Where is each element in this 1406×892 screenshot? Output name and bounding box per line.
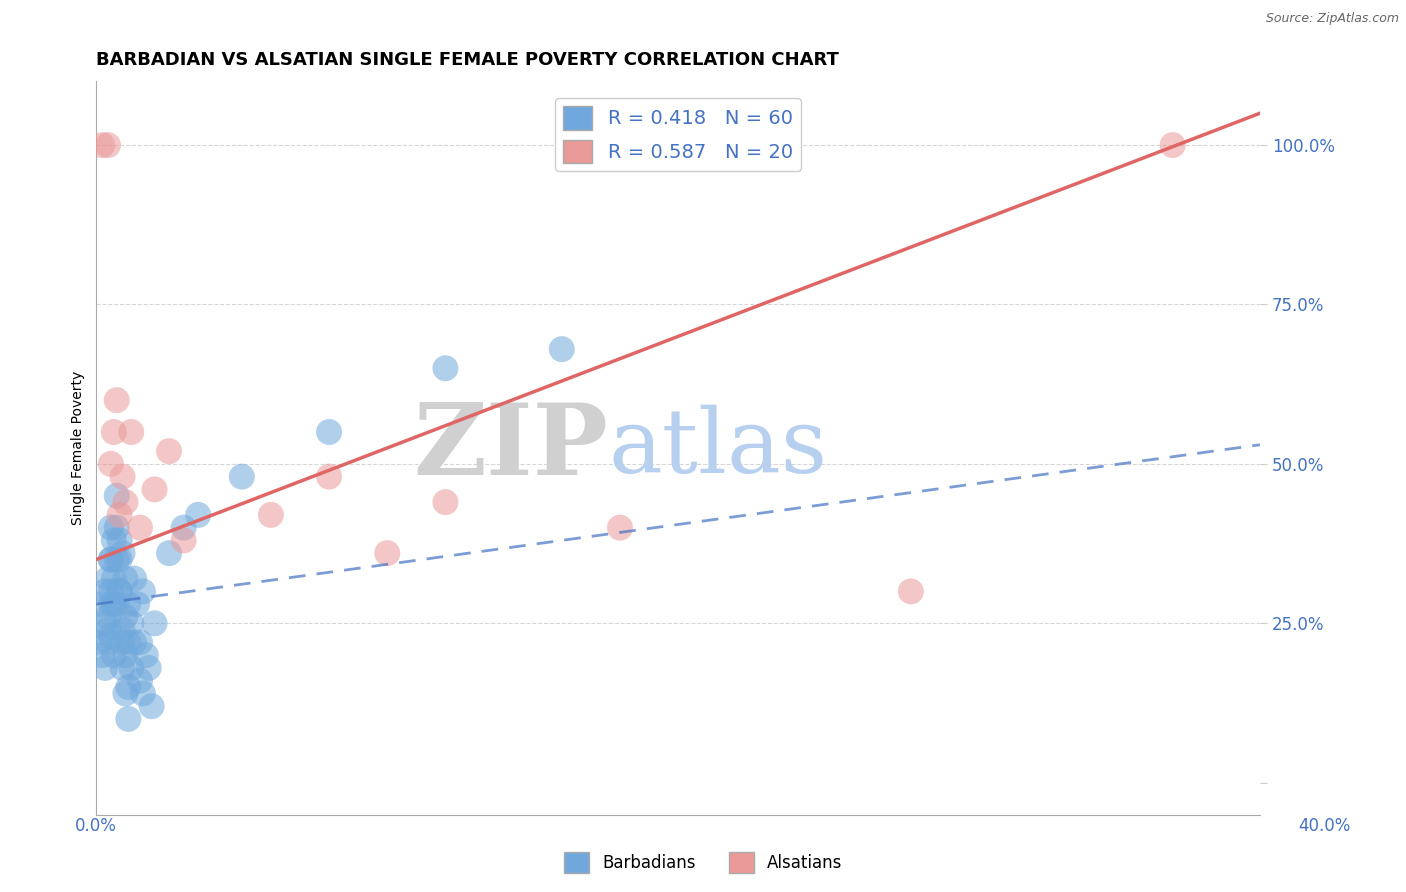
Point (100, 584, 122, 599)
Point (187, 508, 209, 522)
Point (105, 393, 128, 408)
Point (231, 469, 253, 483)
Point (111, 623, 134, 637)
Point (100, 597, 122, 611)
Point (105, 552, 128, 566)
Text: 0.0%: 0.0% (75, 817, 117, 835)
Point (91, 597, 114, 611)
Point (111, 469, 134, 483)
Point (94, 616, 117, 631)
Point (129, 521, 152, 535)
Point (173, 533, 195, 548)
Point (91, 138, 114, 153)
Point (117, 712, 139, 726)
Point (117, 597, 139, 611)
Text: 40.0%: 40.0% (1298, 817, 1351, 835)
Point (94, 661, 117, 675)
Point (114, 686, 136, 700)
Point (114, 495, 136, 509)
Point (111, 546, 134, 560)
Point (609, 521, 631, 535)
Text: Source: ZipAtlas.com: Source: ZipAtlas.com (1265, 12, 1399, 25)
Point (125, 597, 148, 611)
Y-axis label: Single Female Poverty: Single Female Poverty (72, 371, 86, 525)
Point (100, 457, 122, 471)
Point (100, 521, 122, 535)
Point (103, 425, 125, 439)
Point (97, 572, 120, 586)
Point (129, 673, 152, 688)
Point (173, 521, 195, 535)
Point (132, 584, 155, 599)
Point (434, 495, 457, 509)
Point (100, 552, 122, 566)
Point (129, 635, 152, 649)
Point (89, 635, 111, 649)
Point (114, 572, 136, 586)
Point (375, 546, 398, 560)
Point (138, 661, 160, 675)
Text: atlas: atlas (609, 404, 828, 491)
Point (105, 521, 128, 535)
Point (120, 425, 142, 439)
Point (105, 489, 128, 503)
Point (318, 469, 340, 483)
Point (97, 623, 120, 637)
Point (117, 635, 139, 649)
Point (103, 572, 125, 586)
Point (108, 552, 131, 566)
Text: ZIP: ZIP (413, 400, 609, 497)
Point (1161, 138, 1184, 153)
Point (434, 361, 457, 376)
Point (97, 138, 120, 153)
Point (108, 533, 131, 548)
Point (108, 584, 131, 599)
Point (105, 597, 128, 611)
Point (91, 648, 114, 662)
Point (135, 648, 157, 662)
Point (318, 425, 340, 439)
Point (122, 572, 145, 586)
Point (260, 508, 283, 522)
Point (143, 483, 166, 497)
Point (111, 635, 134, 649)
Point (97, 635, 120, 649)
Point (103, 533, 125, 548)
Point (122, 635, 145, 649)
Point (132, 686, 155, 700)
Point (120, 616, 142, 631)
Point (157, 444, 180, 458)
Point (103, 597, 125, 611)
Point (551, 342, 574, 356)
Point (120, 661, 142, 675)
Point (900, 584, 922, 599)
Legend: R = 0.418   N = 60, R = 0.587   N = 20: R = 0.418 N = 60, R = 0.587 N = 20 (555, 98, 801, 171)
Point (100, 552, 122, 566)
Point (141, 699, 163, 714)
Point (157, 546, 180, 560)
Legend: Barbadians, Alsatians: Barbadians, Alsatians (557, 846, 849, 880)
Point (108, 584, 131, 599)
Point (103, 648, 125, 662)
Point (117, 680, 139, 694)
Point (143, 616, 166, 631)
Point (114, 610, 136, 624)
Point (100, 629, 122, 643)
Point (108, 508, 131, 522)
Point (97, 610, 120, 624)
Point (94, 584, 117, 599)
Point (111, 661, 134, 675)
Point (114, 648, 136, 662)
Text: BARBADIAN VS ALSATIAN SINGLE FEMALE POVERTY CORRELATION CHART: BARBADIAN VS ALSATIAN SINGLE FEMALE POVE… (97, 51, 839, 69)
